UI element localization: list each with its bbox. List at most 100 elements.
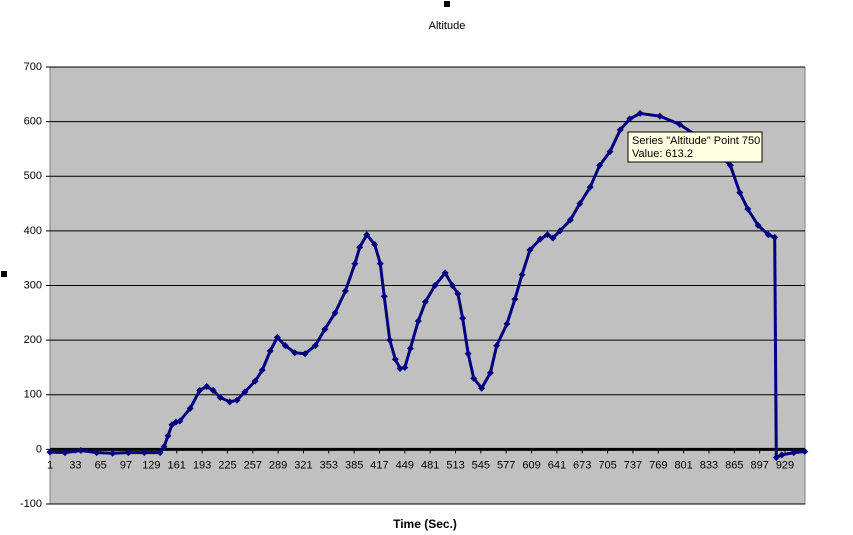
point-marker <box>464 350 472 358</box>
point-marker <box>258 366 266 374</box>
point-marker <box>493 342 501 350</box>
point-marker <box>109 449 117 457</box>
x-tick-label: 129 <box>142 459 160 471</box>
y-tick-label: 100 <box>24 389 42 401</box>
tooltip-line: Series "Altitude" Point 750 <box>632 135 760 147</box>
point-marker <box>241 388 249 396</box>
point-marker <box>376 260 384 268</box>
point-marker <box>77 446 85 454</box>
x-tick-label: 705 <box>598 459 616 471</box>
x-tick-label: 193 <box>193 459 211 471</box>
point-marker <box>726 161 734 169</box>
y-tick-label: 200 <box>24 334 42 346</box>
point-marker <box>636 109 644 117</box>
point-marker <box>273 333 281 341</box>
point-marker <box>291 349 299 357</box>
point-marker <box>596 161 604 169</box>
x-tick-label: 673 <box>573 459 591 471</box>
point-marker <box>391 355 399 363</box>
point-marker <box>656 112 664 120</box>
point-marker <box>156 449 164 457</box>
point-marker <box>549 234 557 242</box>
point-marker <box>363 231 371 239</box>
point-marker <box>543 231 551 239</box>
point-marker <box>341 287 349 295</box>
y-tick-label: 300 <box>24 279 42 291</box>
y-tick-label: 700 <box>24 61 42 73</box>
point-marker <box>281 342 289 350</box>
point-marker <box>586 183 594 191</box>
point-marker <box>518 271 526 279</box>
x-tick-label: 769 <box>649 459 667 471</box>
point-marker <box>754 221 762 229</box>
point-marker <box>176 417 184 425</box>
x-tick-label: 449 <box>396 459 414 471</box>
y-tick-label: 400 <box>24 225 42 237</box>
selection-handle <box>444 1 450 7</box>
point-marker <box>46 448 54 456</box>
x-tick-label: 1 <box>47 459 53 471</box>
x-tick-label: 225 <box>218 459 236 471</box>
x-tick-label: 353 <box>320 459 338 471</box>
point-marker <box>160 443 168 451</box>
point-marker <box>356 243 364 251</box>
point-marker <box>266 347 274 355</box>
point-marker <box>140 449 148 457</box>
x-axis-title: Time (Sec.) <box>393 517 457 531</box>
point-marker <box>478 384 486 392</box>
point-marker <box>321 325 329 333</box>
x-tick-label: 641 <box>548 459 566 471</box>
tooltip-line: Value: 613.2 <box>632 148 693 160</box>
point-marker <box>301 350 309 358</box>
point-marker <box>414 317 422 325</box>
x-tick-label: 481 <box>421 459 439 471</box>
point-marker <box>454 290 462 298</box>
point-marker <box>744 205 752 213</box>
x-tick-label: 865 <box>725 459 743 471</box>
x-tick-label: 65 <box>95 459 107 471</box>
point-marker <box>536 235 544 243</box>
x-tick-label: 385 <box>345 459 363 471</box>
point-marker <box>386 336 394 344</box>
point-marker <box>771 233 779 241</box>
point-marker <box>778 451 786 459</box>
point-marker <box>764 231 772 239</box>
point-marker <box>556 227 564 235</box>
point-marker <box>676 120 684 128</box>
point-marker <box>772 454 780 462</box>
tooltip-box <box>627 131 763 163</box>
point-marker <box>371 241 379 249</box>
point-marker <box>448 282 456 289</box>
x-tick-label: 833 <box>700 459 718 471</box>
point-marker <box>790 449 798 457</box>
point-marker <box>61 449 69 457</box>
point-marker <box>226 398 234 406</box>
selection-handle <box>1 271 7 277</box>
point-marker <box>216 393 224 401</box>
point-marker <box>431 282 439 289</box>
y-tick-label: -100 <box>20 498 42 510</box>
x-tick-label: 577 <box>497 459 515 471</box>
point-marker <box>331 309 339 317</box>
point-marker <box>396 365 404 373</box>
point-marker <box>470 374 478 382</box>
y-tick-label: 0 <box>36 443 42 455</box>
x-tick-label: 737 <box>624 459 642 471</box>
point-marker <box>124 449 132 457</box>
x-tick-label: 257 <box>244 459 262 471</box>
point-marker <box>486 369 494 377</box>
y-tick-label: 500 <box>24 170 42 182</box>
point-marker <box>196 386 204 394</box>
x-tick-label: 33 <box>69 459 81 471</box>
x-tick-label: 321 <box>294 459 312 471</box>
x-tick-label: 289 <box>269 459 287 471</box>
point-marker <box>406 344 414 352</box>
point-marker <box>203 383 211 391</box>
point-marker <box>511 295 519 303</box>
point-marker <box>164 432 172 440</box>
x-tick-label: 609 <box>522 459 540 471</box>
point-marker <box>459 314 467 322</box>
point-marker <box>401 363 409 371</box>
x-tick-label: 417 <box>370 459 388 471</box>
